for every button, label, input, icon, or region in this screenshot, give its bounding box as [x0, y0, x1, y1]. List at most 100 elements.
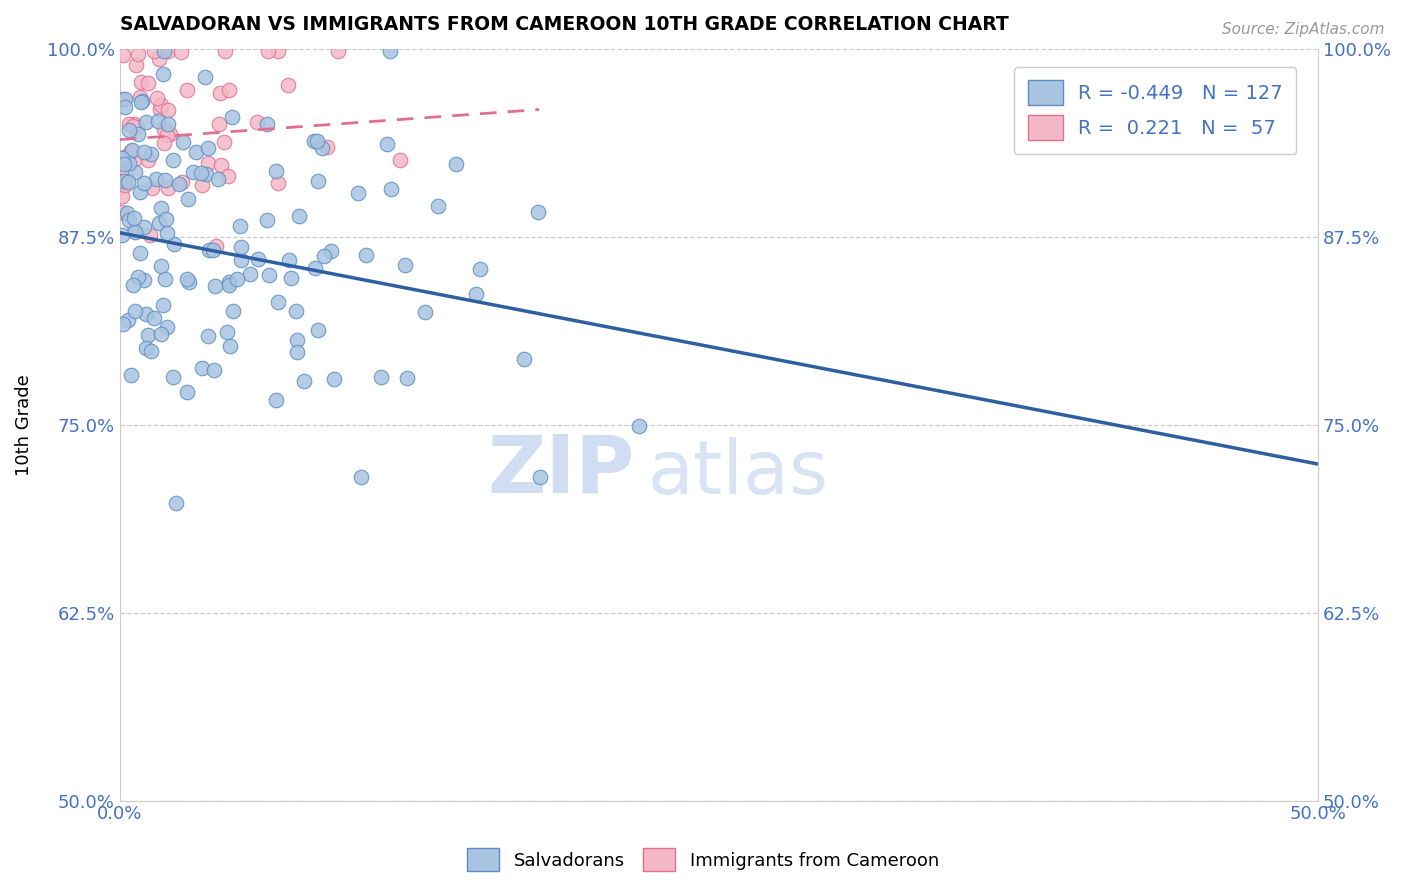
Point [127, 120, 149, 134]
Point [135, 341, 157, 355]
Point [114, 164, 136, 178]
Point [127, 270, 149, 285]
Point [155, 128, 177, 142]
Point [139, 146, 162, 161]
Point [163, 237, 186, 252]
Point [256, 44, 278, 58]
Point [149, 102, 172, 116]
Point [138, 328, 160, 343]
Point [129, 186, 152, 200]
Point [170, 45, 193, 59]
Point [170, 175, 193, 189]
Point [197, 329, 219, 343]
Point [388, 153, 411, 167]
Point [176, 192, 198, 206]
Point [218, 82, 240, 96]
Point [394, 258, 416, 272]
Text: SALVADORAN VS IMMIGRANTS FROM CAMEROON 10TH GRADE CORRELATION CHART: SALVADORAN VS IMMIGRANTS FROM CAMEROON 1… [120, 15, 1008, 34]
Point [112, 157, 135, 171]
Point [221, 110, 243, 124]
Point [122, 211, 145, 226]
Point [117, 175, 139, 189]
Point [207, 172, 229, 186]
Point [276, 78, 298, 92]
Point [125, 58, 148, 72]
Point [118, 213, 141, 227]
Point [292, 374, 315, 388]
Point [124, 304, 146, 318]
Point [122, 119, 145, 133]
Point [378, 44, 401, 58]
Point [155, 211, 177, 226]
Point [115, 206, 138, 220]
Point [112, 174, 135, 188]
Point [153, 121, 176, 136]
Point [375, 136, 398, 151]
Point [111, 317, 134, 331]
Point [156, 103, 179, 117]
Point [201, 243, 224, 257]
Point [111, 151, 134, 165]
Point [209, 157, 232, 171]
Point [304, 261, 326, 276]
Point [218, 278, 240, 293]
Point [117, 313, 139, 327]
Point [315, 140, 337, 154]
Point [153, 173, 176, 187]
Point [118, 116, 141, 130]
Legend: R = -0.449   N = 127, R =  0.221   N =  57: R = -0.449 N = 127, R = 0.221 N = 57 [1014, 67, 1296, 153]
Point [111, 188, 134, 202]
Point [122, 224, 145, 238]
Point [153, 136, 176, 151]
Point [114, 149, 136, 163]
Point [465, 287, 488, 301]
Point [246, 115, 269, 129]
Point [219, 339, 242, 353]
Point [312, 249, 335, 263]
Point [120, 144, 142, 158]
Point [135, 307, 157, 321]
Point [195, 167, 218, 181]
Point [129, 75, 152, 89]
Point [162, 369, 184, 384]
Point [307, 323, 329, 337]
Point [131, 94, 153, 108]
Point [142, 44, 165, 58]
Point [277, 253, 299, 268]
Point [302, 134, 325, 148]
Point [139, 344, 162, 359]
Point [229, 240, 252, 254]
Point [172, 135, 194, 149]
Point [134, 176, 156, 190]
Point [165, 496, 187, 510]
Point [197, 141, 219, 155]
Point [186, 145, 208, 160]
Legend: Salvadorans, Immigrants from Cameroon: Salvadorans, Immigrants from Cameroon [460, 841, 946, 879]
Point [121, 143, 143, 157]
Point [190, 361, 212, 376]
Point [307, 134, 329, 148]
Point [285, 304, 308, 318]
Point [127, 47, 149, 62]
Point [239, 267, 262, 281]
Point [217, 325, 239, 339]
Point [111, 48, 134, 62]
Point [146, 91, 169, 105]
Point [217, 169, 239, 184]
Point [152, 298, 174, 312]
Point [129, 95, 152, 109]
Point [156, 117, 179, 131]
Point [413, 305, 436, 319]
Point [132, 220, 155, 235]
Point [354, 248, 377, 262]
Point [307, 174, 329, 188]
Point [148, 216, 170, 230]
Point [129, 90, 152, 104]
Point [380, 181, 402, 195]
Point [111, 205, 134, 219]
Point [426, 199, 449, 213]
Point [328, 44, 350, 58]
Point [118, 156, 141, 170]
Point [197, 156, 219, 170]
Point [204, 278, 226, 293]
